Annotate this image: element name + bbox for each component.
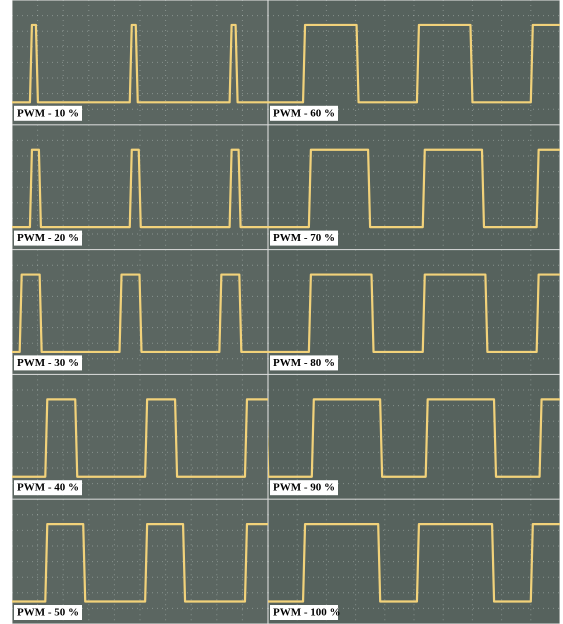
panel-label: PWM - 50 % xyxy=(17,607,79,619)
panel-label: PWM - 90 % xyxy=(273,482,335,494)
panel-label: PWM - 20 % xyxy=(17,232,79,244)
panel-label: PWM - 60 % xyxy=(273,107,335,119)
scope-collage: PWM - 10 % PWM - 20 % PWM - 30 % PWM - 40 %… xyxy=(0,0,563,624)
panel-label: PWM - 70 % xyxy=(273,232,335,244)
panel-label: PWM - 30 % xyxy=(17,357,79,369)
page: PWM - 10 % PWM - 20 % PWM - 30 % PWM - 40 %… xyxy=(0,0,563,624)
panel-label: PWM - 80 % xyxy=(273,357,335,369)
panel-label: PWM - 40 % xyxy=(17,482,79,494)
panel-label: PWM - 100 % xyxy=(273,607,341,619)
panel-label: PWM - 10 % xyxy=(17,107,79,119)
